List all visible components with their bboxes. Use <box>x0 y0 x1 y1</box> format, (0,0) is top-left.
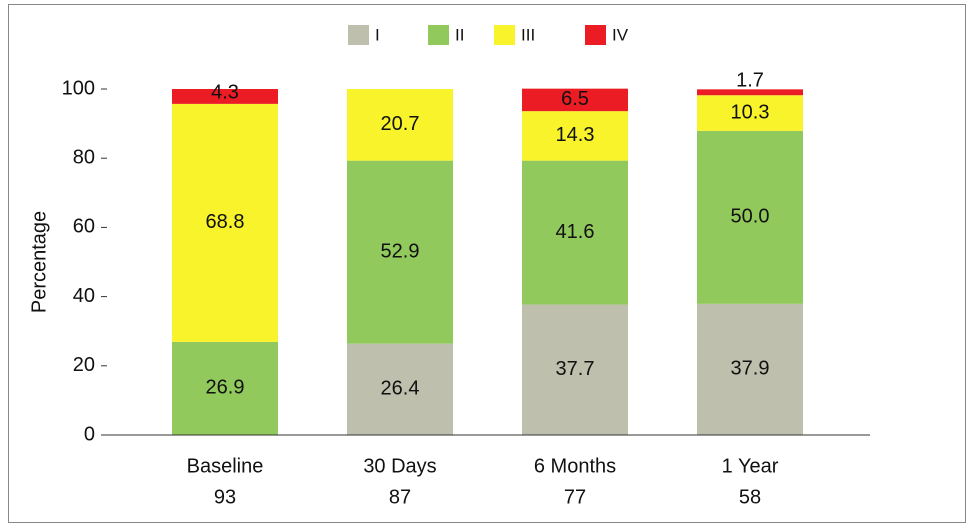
bar-segment <box>697 89 803 96</box>
y-tick-label: 20 <box>73 354 95 376</box>
bar-segment <box>522 88 628 112</box>
x-tick-label: 6 Months <box>534 455 616 477</box>
x-tick-label: 1 Year <box>722 455 779 477</box>
data-label: 37.7 <box>556 358 595 380</box>
y-tick-label: 100 <box>62 77 95 99</box>
data-label: 26.4 <box>381 378 420 400</box>
bar-segment <box>522 160 628 305</box>
bar-segment <box>172 89 278 104</box>
x-tick-sublabel: 87 <box>389 486 411 508</box>
y-axis-label: Percentage <box>28 211 50 313</box>
y-tick-label: 0 <box>84 423 95 445</box>
data-label: 6.5 <box>561 88 589 110</box>
data-label: 41.6 <box>556 221 595 243</box>
bar-segment <box>347 160 453 344</box>
bar-segment <box>347 89 453 161</box>
x-tick-sublabel: 77 <box>564 486 586 508</box>
data-label: 10.3 <box>731 101 770 123</box>
bar-segment <box>347 343 453 435</box>
bar-segment <box>172 341 278 435</box>
legend-swatch <box>348 25 369 45</box>
data-label: 68.8 <box>206 211 245 233</box>
bar-segment <box>522 304 628 435</box>
data-label: 37.9 <box>731 358 770 380</box>
y-tick-label: 80 <box>73 146 95 168</box>
x-tick-label: 30 Days <box>363 455 436 477</box>
legend-label: IV <box>612 25 629 44</box>
x-tick-sublabel: 58 <box>739 486 761 508</box>
bar-segment <box>697 130 803 304</box>
y-tick-label: 40 <box>73 285 95 307</box>
legend-label: III <box>521 25 535 44</box>
data-label: 50.0 <box>731 206 770 228</box>
data-label: 1.7 <box>736 70 764 92</box>
bar-segment <box>172 103 278 342</box>
legend-label: I <box>375 25 380 44</box>
data-label: 52.9 <box>381 240 420 262</box>
data-label: 14.3 <box>556 124 595 146</box>
frame <box>8 4 966 523</box>
data-label: 20.7 <box>381 113 420 135</box>
bar-segment <box>522 111 628 161</box>
legend-swatch <box>585 25 606 45</box>
x-tick-label: Baseline <box>187 455 264 477</box>
legend-swatch <box>494 25 515 45</box>
x-tick-sublabel: 93 <box>214 486 236 508</box>
legend-label: II <box>455 25 464 44</box>
data-label: 4.3 <box>211 81 239 103</box>
y-tick-label: 60 <box>73 216 95 238</box>
legend-swatch <box>428 25 449 45</box>
bar-segment <box>697 303 803 435</box>
data-label: 26.9 <box>206 377 245 399</box>
bar-segment <box>697 95 803 131</box>
